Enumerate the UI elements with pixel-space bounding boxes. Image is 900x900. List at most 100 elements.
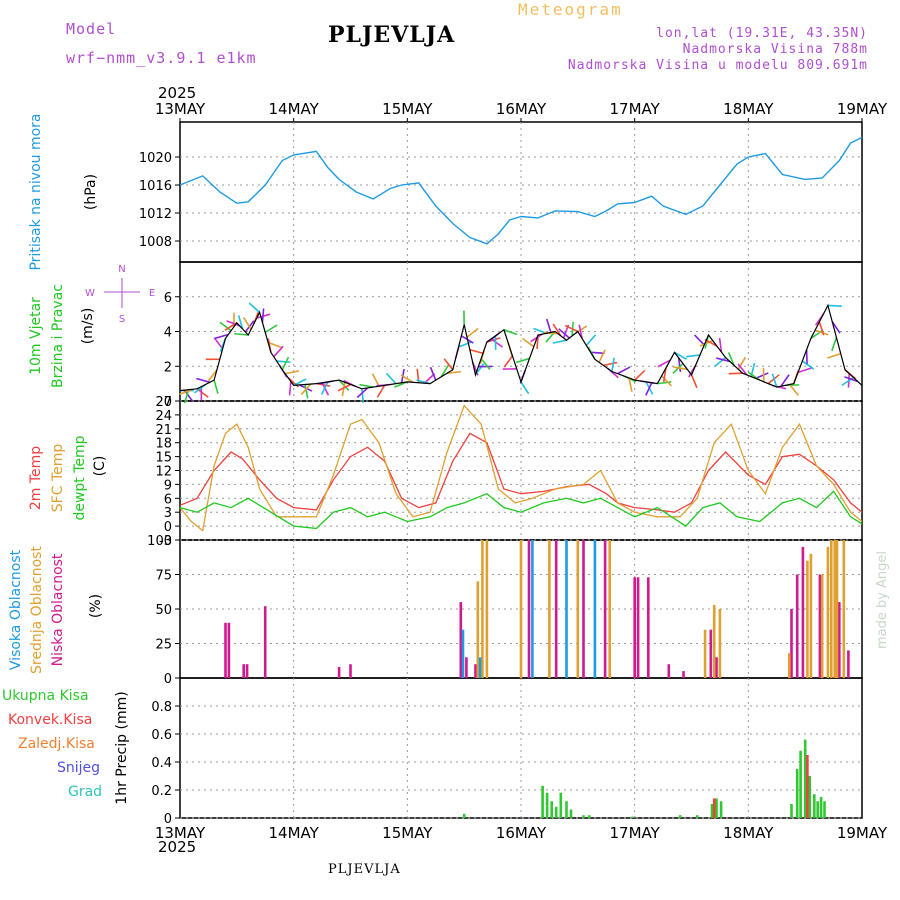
year-top: 2025 bbox=[158, 84, 197, 102]
footer-location: PLJEVLJA bbox=[328, 862, 401, 877]
total-bar bbox=[710, 804, 714, 818]
low-bar bbox=[838, 602, 841, 678]
wind-barb bbox=[520, 381, 530, 395]
mid-bar bbox=[835, 540, 839, 678]
total-bar bbox=[541, 785, 544, 818]
low-bar bbox=[682, 671, 685, 678]
total-bar bbox=[799, 750, 802, 818]
wind-barb bbox=[661, 375, 672, 387]
wind-barb bbox=[737, 356, 747, 370]
total-bar bbox=[559, 792, 563, 818]
wind-barb bbox=[213, 379, 219, 394]
mid-bar bbox=[481, 540, 484, 678]
mid-bar bbox=[830, 540, 833, 678]
wind-barb bbox=[515, 357, 530, 364]
temperature-ytick-label: 18 bbox=[155, 437, 172, 452]
pressure-ytick-label: 1012 bbox=[139, 207, 172, 222]
wind-barb bbox=[248, 302, 261, 313]
high-bar bbox=[565, 540, 568, 678]
wind-barb bbox=[657, 381, 672, 385]
high-cloud-axis-label: Visoka Oblacnost bbox=[8, 549, 24, 670]
wind-barb bbox=[288, 381, 292, 396]
wind-barb bbox=[552, 339, 567, 344]
wind-unit-label: (m/s) bbox=[80, 308, 96, 345]
wind-barb bbox=[261, 308, 265, 323]
mid-bar bbox=[842, 540, 846, 678]
low-bar bbox=[263, 606, 267, 678]
wind-axis-label: 10m Vjetar bbox=[28, 297, 44, 375]
total-bar bbox=[631, 816, 634, 818]
low-bar bbox=[636, 577, 640, 678]
total-bar bbox=[813, 794, 816, 818]
precip-legend-item: Snijeg bbox=[57, 760, 100, 776]
convective-bar bbox=[712, 798, 716, 818]
wind-barb bbox=[674, 351, 687, 361]
coords-text: lon,lat (19.31E, 43.35N) bbox=[656, 26, 868, 41]
page-title: PLJEVLJA bbox=[328, 22, 456, 48]
wind-barb bbox=[400, 374, 414, 384]
compass-letter: S bbox=[119, 314, 125, 325]
total-bar bbox=[695, 815, 699, 818]
mid-bar bbox=[820, 574, 824, 678]
product-title: Meteogram bbox=[518, 0, 623, 19]
compass-letter: N bbox=[118, 264, 125, 275]
wind-barb bbox=[564, 324, 579, 333]
total-bar bbox=[565, 801, 568, 818]
total-bar bbox=[790, 804, 793, 818]
mid-bar bbox=[806, 560, 809, 678]
wind-barb bbox=[578, 324, 583, 339]
wind-barb bbox=[458, 341, 472, 348]
wind-barb bbox=[371, 373, 380, 387]
total-bar bbox=[569, 809, 573, 818]
mid-bar bbox=[485, 540, 489, 678]
wind-barb bbox=[545, 318, 552, 333]
wind-barb bbox=[213, 337, 224, 350]
mid-bar bbox=[519, 540, 523, 678]
wind-barb bbox=[704, 338, 718, 347]
wind-ytick-label: 6 bbox=[164, 291, 172, 306]
wind-barb bbox=[718, 337, 723, 353]
total-bar bbox=[462, 813, 466, 818]
wind-barb bbox=[440, 364, 450, 378]
wind-barb bbox=[797, 367, 812, 374]
credit-text: made by Angel bbox=[875, 551, 890, 649]
wind-barb bbox=[788, 383, 799, 396]
wind-barb bbox=[237, 315, 244, 330]
wind-line bbox=[179, 303, 863, 392]
temperature-ytick-label: 3 bbox=[164, 506, 172, 521]
wind-barb bbox=[827, 304, 842, 307]
total-bar bbox=[582, 815, 585, 818]
precip-legend-item: Grad bbox=[68, 784, 102, 800]
low-bar bbox=[474, 664, 477, 678]
wind-barb bbox=[267, 341, 282, 349]
temperature-ytick-label: 24 bbox=[155, 409, 172, 424]
year-bottom: 2025 bbox=[158, 838, 197, 856]
wind-barb bbox=[690, 374, 698, 389]
cloud-ytick-label: 25 bbox=[155, 638, 172, 653]
wind-barb bbox=[474, 363, 485, 376]
temperature-ytick-label: -3 bbox=[159, 534, 172, 549]
low-bar bbox=[554, 540, 558, 678]
temperature-ytick-label: 9 bbox=[164, 478, 172, 493]
low-bar bbox=[245, 664, 249, 678]
low-bar bbox=[227, 622, 231, 678]
high-bar bbox=[531, 540, 534, 678]
mid-bar bbox=[712, 604, 716, 678]
wind-barb bbox=[226, 320, 240, 327]
mid-bar bbox=[608, 540, 611, 678]
wind-barb bbox=[480, 357, 491, 370]
wind-barb bbox=[443, 358, 454, 371]
wind-barb bbox=[801, 360, 815, 370]
wind-barb bbox=[276, 360, 291, 364]
total-bar bbox=[823, 801, 826, 818]
total-bar bbox=[795, 769, 799, 818]
wind-barb bbox=[780, 374, 790, 387]
wind-barb bbox=[207, 369, 218, 382]
low-bar bbox=[633, 577, 636, 678]
total-bar bbox=[678, 815, 682, 818]
wind-barb bbox=[503, 355, 514, 368]
elevation-text: Nadmorska Visina 788m bbox=[682, 42, 868, 57]
date-label-bottom: 14MAY bbox=[269, 824, 320, 842]
wind-barb bbox=[321, 382, 330, 396]
